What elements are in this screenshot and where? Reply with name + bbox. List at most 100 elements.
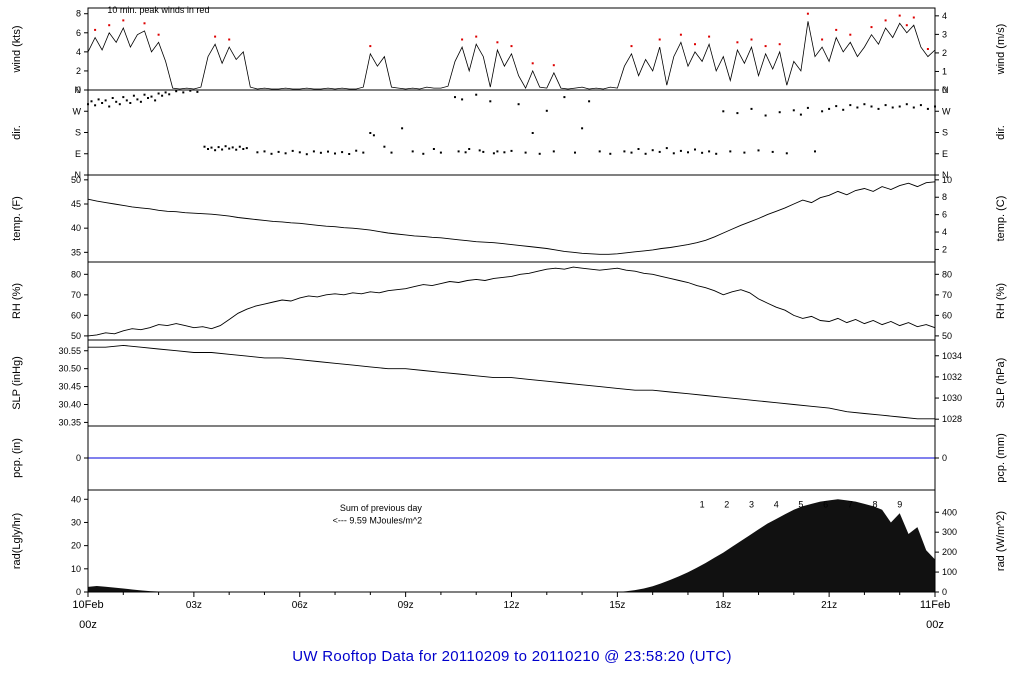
tick-label-left: 2: [76, 66, 81, 76]
tick-label-left: 50: [71, 331, 81, 341]
tick-label-left: 30.35: [58, 417, 81, 427]
axis-title-right-rad: rad (W/m^2): [995, 511, 1007, 571]
annotation: 1: [700, 499, 705, 509]
tick-label-right: 1028: [942, 414, 962, 424]
tick-label-left: 40: [71, 223, 81, 233]
tick-label-left: N: [75, 85, 82, 95]
annotation: 3: [749, 499, 754, 509]
x-start-hour: 00z: [79, 619, 97, 631]
tick-label-right: 0: [942, 453, 947, 463]
tick-label-right: 4: [942, 11, 947, 21]
tick-label-left: S: [75, 128, 81, 138]
axis-title-right-temp: temp. (C): [995, 196, 1007, 242]
tick-label-left: 8: [76, 9, 81, 19]
annotation: Sum of previous day: [340, 503, 423, 513]
annotation: 7: [848, 499, 853, 509]
panel-wind: 0 2 4 6 8 0 1 2 3 4 10 min. peak winds in red wind …: [11, 5, 1007, 95]
tick-label-left: 50: [71, 175, 81, 185]
tick-label-left: 10: [71, 564, 81, 574]
tick-label-left: 45: [71, 199, 81, 209]
x-tick-label: 15z: [609, 600, 625, 611]
axis-title-left-pcp: pcp. (in): [11, 438, 23, 478]
tick-label-right: 60: [942, 310, 952, 320]
axis-title-right-rh: RH (%): [995, 283, 1007, 319]
series-solar-radiation: [88, 499, 935, 592]
annotation: 5: [798, 499, 803, 509]
chart-title: UW Rooftop Data for 20110209 to 20110210…: [292, 648, 732, 665]
x-tick-label: 06z: [292, 600, 308, 611]
tick-label-right: E: [942, 149, 948, 159]
tick-label-right: 2: [942, 244, 947, 254]
tick-label-right: 100: [942, 567, 957, 577]
axis-title-right-wind: wind (m/s): [995, 24, 1007, 76]
panel-temp: 35 40 45 50 2 4 6 8 10 temp. (F) temp. (C): [11, 174, 1007, 263]
tick-label-right: W: [942, 106, 951, 116]
tick-label-left: 4: [76, 47, 81, 57]
tick-label-right: 6: [942, 210, 947, 220]
tick-label-left: 35: [71, 247, 81, 257]
tick-label-right: 1: [942, 66, 947, 76]
x-tick-label: 12z: [503, 600, 519, 611]
tick-label-left: N: [75, 170, 82, 180]
panel-border: [87, 174, 936, 263]
tick-label-left: 40: [71, 494, 81, 504]
panel-pcp: 0 0 pcp. (in) pcp. (mm): [11, 425, 1007, 491]
panel-border: [87, 7, 936, 91]
series-temperature: [87, 181, 936, 255]
tick-label-right: 200: [942, 547, 957, 557]
axis-title-left-temp: temp. (F): [11, 196, 23, 241]
tick-label-right: 400: [942, 507, 957, 517]
series-peak-wind: [94, 12, 929, 67]
annotation: 4: [774, 499, 779, 509]
tick-label-left: 30: [71, 517, 81, 527]
panel-rh: 50 60 70 80 50 60 70 80 RH (%) RH (%): [11, 261, 1007, 341]
tick-label-left: 0: [76, 587, 81, 597]
tick-label-left: 80: [71, 269, 81, 279]
axis-title-left-rh: RH (%): [11, 283, 23, 319]
tick-label-left: 30.50: [58, 364, 81, 374]
series-wind-direction: [87, 89, 936, 156]
x-axis: 03z 06z 09z 12z 15z 18z 21z 10Feb 00z 11Feb 00z: [72, 592, 950, 631]
axis-title-left-wind: wind (kts): [11, 25, 23, 73]
tick-label-right: 50: [942, 331, 952, 341]
tick-label-right: 8: [942, 192, 947, 202]
tick-label-right: 2: [942, 48, 947, 58]
tick-label-left: 30.55: [58, 346, 81, 356]
axis-title-left-dir: dir.: [11, 125, 23, 140]
x-tick-label: 18z: [715, 600, 731, 611]
axis-title-right-dir: dir.: [995, 125, 1007, 140]
tick-label-left: W: [73, 106, 82, 116]
x-end-date: 11Feb: [920, 599, 950, 611]
tick-label-left: 60: [71, 310, 81, 320]
axis-title-left-slp: SLP (inHg): [11, 356, 23, 410]
tick-label-left: E: [75, 149, 81, 159]
annotation: 10 min. peak winds in red: [107, 5, 209, 15]
tick-label-right: S: [942, 128, 948, 138]
tick-label-right: 300: [942, 527, 957, 537]
tick-label-right: N: [942, 85, 949, 95]
tick-label-right: 70: [942, 290, 952, 300]
axis-title-right-slp: SLP (hPa): [995, 358, 1007, 409]
x-tick-label: 09z: [398, 600, 414, 611]
series-sea-level-pressure: [88, 344, 935, 420]
annotation: 8: [872, 499, 877, 509]
annotation: 6: [823, 499, 828, 509]
tick-label-left: 0: [76, 453, 81, 463]
x-tick-label: 03z: [186, 600, 202, 611]
x-start-date: 10Feb: [72, 599, 103, 611]
x-tick-label: 21z: [821, 600, 837, 611]
tick-label-right: 1034: [942, 351, 962, 361]
annotation: <--- 9.59 MJoules/m^2: [333, 516, 423, 526]
tick-label-left: 30.45: [58, 382, 81, 392]
tick-label-right: 0: [942, 85, 947, 95]
panel-slp: 30.35 30.40 30.45 30.50 30.55 1028 1030 1032 103…: [11, 339, 1007, 427]
tick-label-right: 1030: [942, 393, 962, 403]
tick-label-right: 0: [942, 587, 947, 597]
panel-border: [87, 89, 936, 176]
tick-label-left: 20: [71, 541, 81, 551]
tick-label-left: 0: [76, 85, 81, 95]
